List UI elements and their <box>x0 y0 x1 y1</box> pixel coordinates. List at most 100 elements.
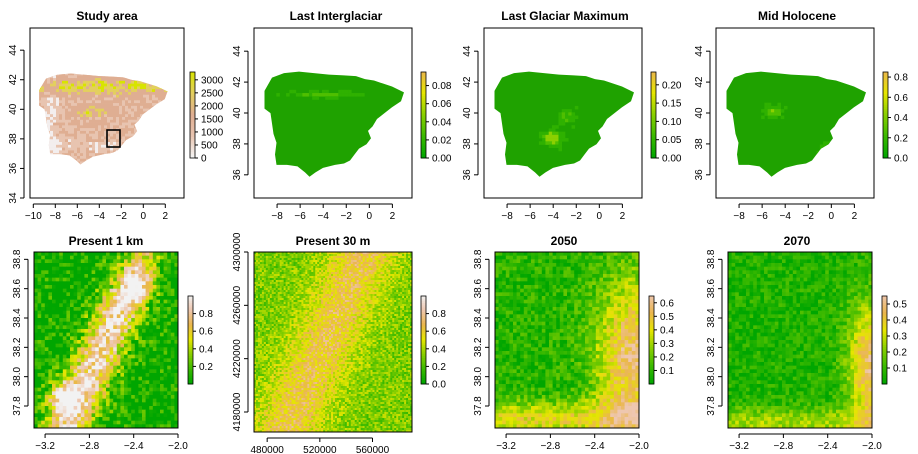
map-cell <box>49 73 54 76</box>
map-cell <box>155 122 159 126</box>
colorbar-tick-label: 0.04 <box>432 117 452 128</box>
raster-cell <box>55 266 60 271</box>
map-cell <box>160 164 165 165</box>
map-cell <box>112 122 117 126</box>
y-tick-label: 44 <box>462 45 473 57</box>
map-cell <box>59 70 62 73</box>
map-cell <box>140 133 144 137</box>
raster-cell <box>317 258 320 261</box>
raster-cell <box>271 252 275 255</box>
raster-cell <box>134 380 139 385</box>
colorbar-swatch <box>883 145 888 148</box>
raster-cell <box>106 384 110 389</box>
raster-cell <box>370 260 373 263</box>
map-cell <box>140 147 144 151</box>
map-cell <box>143 59 146 62</box>
map-cell <box>89 133 93 137</box>
colorbar-swatch <box>188 335 193 339</box>
raster-cell <box>102 296 107 301</box>
map-cell <box>95 125 99 129</box>
raster-cell <box>307 254 310 257</box>
raster-cell <box>52 380 56 385</box>
raster-cell <box>77 299 82 304</box>
map-cell <box>65 155 69 159</box>
map-cell <box>143 128 147 132</box>
raster-cell <box>37 413 42 418</box>
map-cell <box>52 133 57 137</box>
raster-cell <box>70 274 74 279</box>
raster-cell <box>149 321 154 326</box>
map-cell <box>124 133 129 137</box>
map-cell <box>158 178 161 181</box>
raster-cell <box>142 255 146 260</box>
map-cell <box>107 155 111 159</box>
map-cell <box>127 133 132 137</box>
colorbar-swatch <box>421 99 426 103</box>
raster-cell <box>52 255 56 260</box>
map-cell <box>74 70 77 73</box>
raster-cell <box>88 255 92 260</box>
map-cell <box>65 144 69 148</box>
raster-cell <box>116 270 121 275</box>
raster-cell <box>91 274 96 279</box>
map-cell <box>56 91 60 95</box>
map-cell <box>137 105 141 109</box>
map-cell <box>109 139 114 143</box>
map-cell <box>131 73 135 76</box>
raster-cell <box>134 391 139 396</box>
map-cell <box>49 75 54 79</box>
map-cell <box>47 53 50 56</box>
map-cell <box>112 150 117 154</box>
raster-cell <box>309 258 312 261</box>
raster-cell <box>344 258 348 261</box>
raster-cell <box>120 270 125 275</box>
raster-cell <box>149 277 154 282</box>
map-cell <box>35 128 38 131</box>
map-cell <box>119 83 123 87</box>
raster-cell <box>120 277 125 282</box>
raster-cell <box>80 354 85 359</box>
raster-cell <box>138 343 143 348</box>
raster-cell <box>34 340 38 345</box>
map-cell <box>127 144 132 148</box>
map-cell <box>116 59 119 62</box>
raster-cell <box>131 318 136 323</box>
map-cell <box>89 103 93 107</box>
raster-cell <box>134 288 139 293</box>
raster-cell <box>62 299 67 304</box>
colorbar-swatch <box>883 127 888 131</box>
raster-cell <box>380 260 383 263</box>
raster-cell <box>283 260 286 263</box>
map-cell <box>555 134 559 139</box>
map-cell <box>164 64 167 67</box>
map-cell <box>160 108 165 112</box>
map-cell <box>107 94 111 98</box>
raster-cell <box>163 373 168 378</box>
colorbar-swatch <box>188 326 193 330</box>
map-cell <box>47 56 50 59</box>
raster-cell <box>127 329 132 334</box>
raster-cell <box>291 254 294 257</box>
map-cell <box>151 83 156 87</box>
raster-cell <box>259 258 263 261</box>
map-cell <box>170 100 173 103</box>
raster-cell <box>73 274 78 279</box>
map-cell <box>112 119 117 123</box>
map-cell <box>35 131 38 134</box>
raster-cell <box>62 343 67 348</box>
map-cell <box>170 81 173 84</box>
raster-cell <box>152 288 157 293</box>
raster-cell <box>102 402 107 407</box>
raster-cell <box>66 343 71 348</box>
raster-cell <box>95 380 100 385</box>
raster-cell <box>48 347 53 352</box>
map-cell <box>104 142 108 146</box>
y-tick-label: 37.8 <box>12 396 23 416</box>
map-cell <box>137 125 141 129</box>
map-cell <box>56 128 60 132</box>
raster-cell <box>88 252 92 257</box>
map-cell <box>86 100 90 104</box>
raster-cell <box>163 347 168 352</box>
raster-cell <box>174 413 179 418</box>
